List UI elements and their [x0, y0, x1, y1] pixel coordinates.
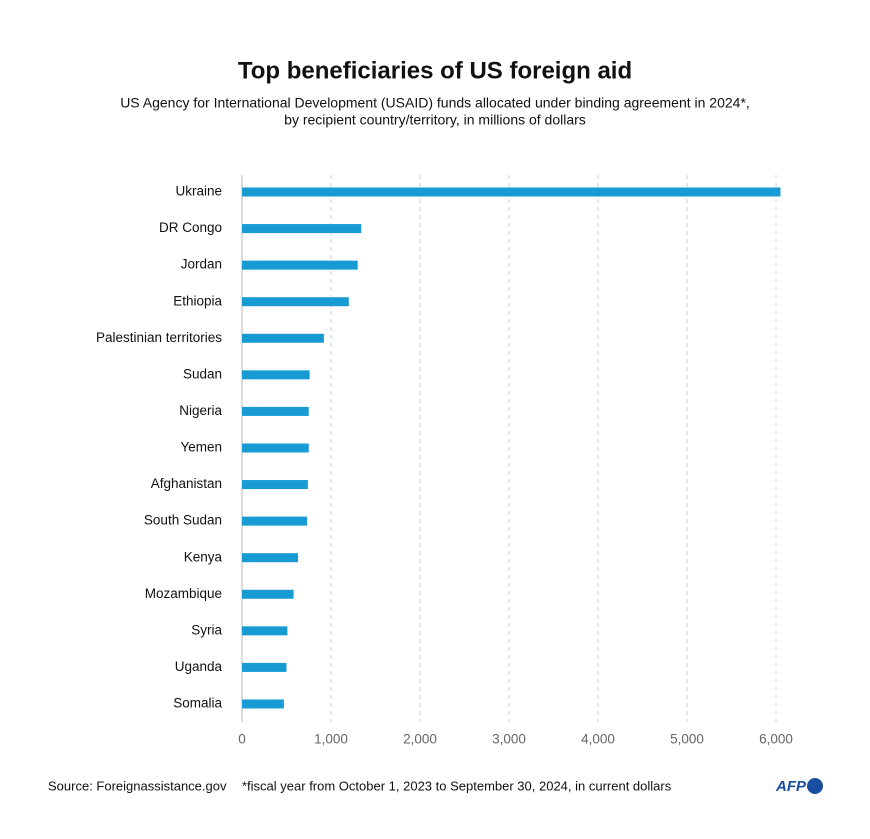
bar	[242, 516, 307, 526]
bar	[242, 370, 310, 380]
y-tick-label: Syria	[191, 622, 222, 637]
chart-subtitle: by recipient country/territory, in milli…	[284, 112, 586, 128]
bar	[242, 260, 358, 270]
y-tick-label: Palestinian territories	[96, 330, 222, 345]
bar	[242, 480, 308, 490]
y-tick-label: DR Congo	[159, 220, 222, 235]
logo-dot	[807, 778, 823, 794]
logo: AFP	[775, 778, 807, 795]
bar	[242, 333, 324, 343]
bar	[242, 553, 299, 563]
x-tick-label: 4,000	[581, 732, 615, 747]
y-tick-label: Nigeria	[179, 403, 222, 418]
source: Source: Foreignassistance.gov	[48, 778, 227, 793]
bar	[242, 662, 287, 672]
bar	[242, 626, 288, 636]
bar	[242, 443, 309, 453]
y-tick-label: Uganda	[175, 659, 223, 674]
bar	[242, 187, 781, 197]
x-tick-label: 3,000	[492, 732, 526, 747]
y-tick-label: Yemen	[180, 440, 222, 455]
bar	[242, 297, 349, 307]
y-tick-label: Ukraine	[175, 184, 222, 199]
bar	[242, 589, 294, 599]
y-tick-label: Afghanistan	[151, 476, 222, 491]
y-tick-label: Somalia	[173, 696, 222, 711]
x-tick-label: 0	[238, 732, 246, 747]
chart-subtitle: US Agency for International Development …	[120, 95, 750, 111]
x-tick-label: 5,000	[670, 732, 704, 747]
y-tick-label: Jordan	[181, 257, 222, 272]
x-tick-label: 2,000	[403, 732, 437, 747]
chart-title: Top beneficiaries of US foreign aid	[238, 57, 632, 84]
y-tick-label: Kenya	[184, 549, 223, 564]
bar	[242, 224, 362, 234]
y-tick-label: Ethiopia	[173, 293, 222, 308]
y-tick-label: Mozambique	[145, 586, 222, 601]
x-tick-label: 6,000	[759, 732, 793, 747]
bar	[242, 406, 309, 416]
x-tick-label: 1,000	[314, 732, 348, 747]
y-tick-label: South Sudan	[144, 513, 222, 528]
bar	[242, 699, 284, 709]
note: *fiscal year from October 1, 2023 to Sep…	[242, 778, 672, 793]
y-tick-label: Sudan	[183, 366, 222, 381]
